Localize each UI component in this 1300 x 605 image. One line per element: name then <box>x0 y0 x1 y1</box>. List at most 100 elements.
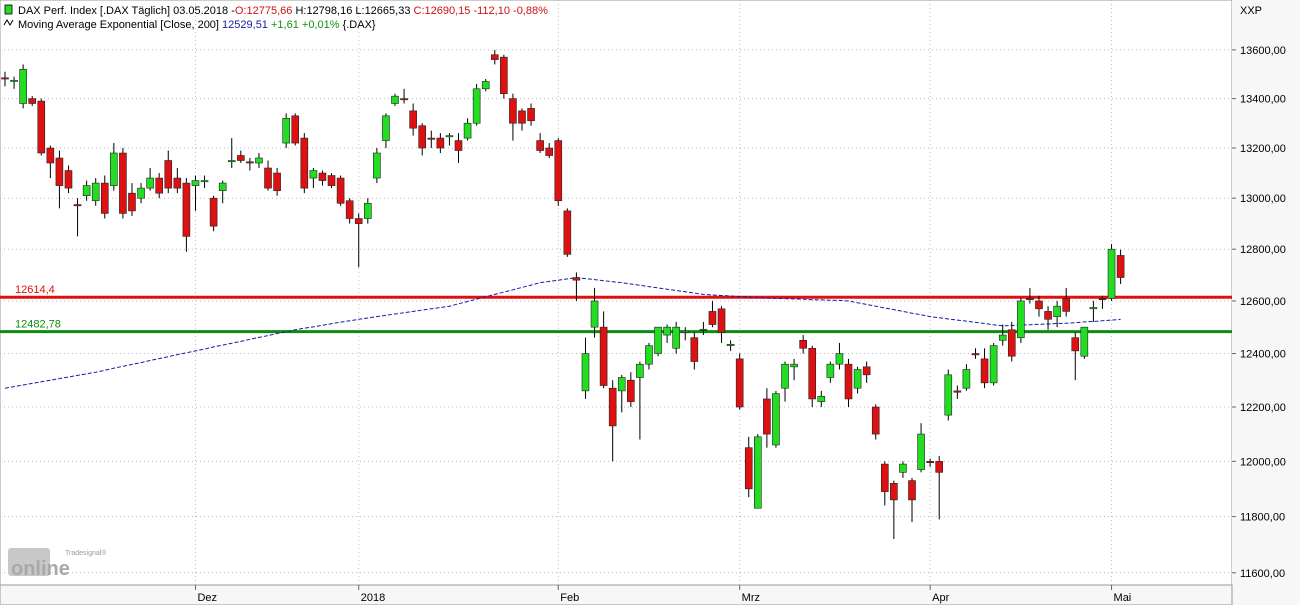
candle-body <box>300 137 309 189</box>
candle-body <box>654 326 662 354</box>
candle-body <box>382 115 390 141</box>
candle-body <box>563 210 572 255</box>
candle-body <box>463 122 472 139</box>
candle-body <box>1080 326 1089 357</box>
candle-body <box>128 192 136 212</box>
candle-body <box>663 326 671 336</box>
candle-body <box>754 436 762 509</box>
candle-body <box>527 108 535 122</box>
candle-body <box>10 79 18 82</box>
ema-change: +1,61 +0,01% <box>271 19 340 31</box>
candle-body <box>971 353 980 356</box>
candle-body <box>336 177 345 204</box>
x-tick-label: Mai <box>1114 592 1132 604</box>
candle-body <box>237 155 245 161</box>
candles <box>1 49 1125 539</box>
candle-body <box>790 363 798 368</box>
candle-body <box>1035 300 1043 310</box>
header-close: C:12690,15 <box>414 5 471 17</box>
candle-body <box>227 160 236 163</box>
candle-body <box>699 328 708 331</box>
candle-body <box>962 369 971 389</box>
header-low: L:12665,33 <box>355 5 410 17</box>
candle-body <box>817 395 826 402</box>
candle-body <box>735 358 744 408</box>
x-axis-area <box>0 584 1233 605</box>
y-tick-label: 12200,00 <box>1240 402 1286 414</box>
y-tick-label: 12400,00 <box>1240 349 1286 361</box>
candle-body <box>46 147 55 164</box>
candle-body <box>599 326 608 386</box>
candle-body <box>781 363 789 389</box>
ema-line: Moving Average Exponential [Close, 200] … <box>18 19 376 31</box>
candle-body <box>309 170 318 179</box>
header-change-pct: -0,88% <box>513 5 548 17</box>
labels: 11600,00 11800,00 12000,00 12200,00 12400,00… <box>15 45 1286 604</box>
candle-body <box>400 98 408 101</box>
logo-large: online <box>11 558 70 580</box>
candle-body <box>518 110 526 124</box>
lines <box>0 277 1232 389</box>
candle-body <box>998 334 1007 341</box>
candle-body <box>590 300 599 328</box>
candle-body <box>200 180 209 183</box>
candle-body <box>1017 300 1025 338</box>
candle-body <box>627 379 635 402</box>
candle-body <box>572 277 581 281</box>
candle-body <box>182 182 191 237</box>
candle-body <box>645 345 653 365</box>
candle-body <box>989 345 998 384</box>
candle-body <box>110 152 118 186</box>
candle-body <box>853 369 862 389</box>
ema-icon <box>3 19 14 26</box>
candle-body <box>454 140 463 151</box>
candle-body <box>490 54 499 60</box>
candle-body <box>726 343 735 346</box>
horizontal-line-label: 12482,78 <box>15 319 61 331</box>
candle-body <box>1062 298 1070 312</box>
candle-body <box>808 347 817 400</box>
y-tick-label: 13600,00 <box>1240 45 1286 57</box>
logo-small: Tradesignal® <box>65 549 107 557</box>
candle-body <box>944 374 953 416</box>
candle-body <box>373 152 381 179</box>
candle-body <box>218 182 227 191</box>
candle-body <box>672 326 680 349</box>
header-open: O:12775,66 <box>235 5 293 17</box>
candle-body <box>19 68 27 104</box>
candle-body <box>744 447 753 490</box>
candle-body <box>191 180 200 186</box>
candle-body <box>772 393 780 446</box>
plot-area <box>0 0 1233 586</box>
ema-last: 12529,51 <box>222 19 268 31</box>
candle-body <box>273 172 281 191</box>
candle-body <box>899 463 907 473</box>
symbol-label: XXP <box>1240 5 1262 17</box>
candle-body <box>980 358 989 384</box>
candle-body <box>146 177 154 189</box>
candle-body <box>264 167 272 189</box>
candle-body <box>1026 298 1034 300</box>
x-tick-label: 2018 <box>361 592 385 604</box>
y-tick-label: 12600,00 <box>1240 296 1286 308</box>
candle-body <box>608 387 617 427</box>
candle-body <box>636 363 644 378</box>
candle-body <box>763 398 771 435</box>
candle-body <box>28 98 37 104</box>
ema-name: Moving Average Exponential [Close, 200] <box>18 19 219 31</box>
candle-body <box>617 377 626 392</box>
x-tick-label: Mrz <box>742 592 760 604</box>
candle-body <box>509 98 517 124</box>
candle-body <box>554 140 563 202</box>
candle-body <box>173 177 182 189</box>
candle-body <box>500 56 508 94</box>
legend-icon <box>4 4 13 15</box>
y-tick-label: 11600,00 <box>1240 568 1285 580</box>
candle-body <box>890 483 898 501</box>
ema-line <box>4 277 1121 389</box>
candle-body <box>1116 255 1125 278</box>
y-tick-label: 13200,00 <box>1240 143 1286 155</box>
candle-body <box>1089 307 1098 310</box>
candle-body <box>536 140 544 151</box>
y-tick-label: 12000,00 <box>1240 456 1286 468</box>
